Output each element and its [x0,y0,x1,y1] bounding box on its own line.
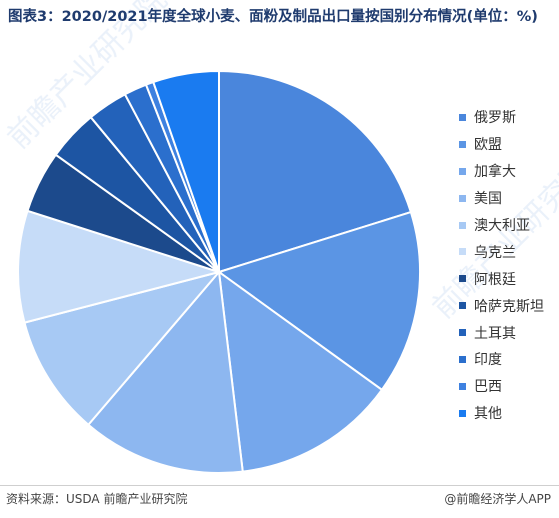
legend-label: 乌克兰 [474,244,516,261]
legend-label: 阿根廷 [474,271,516,288]
legend-swatch [459,221,466,229]
legend-item: 哈萨克斯坦 [459,292,544,319]
legend-item: 其他 [459,400,544,427]
legend-item: 印度 [459,346,544,373]
legend-item: 加拿大 [459,158,544,185]
legend-item: 俄罗斯 [459,104,544,131]
legend-swatch [459,355,466,363]
pie-slice-2 [217,269,384,473]
legend-label: 俄罗斯 [474,110,516,127]
legend-swatch [459,329,466,337]
pie-slices [17,69,421,474]
pie-slice-1 [216,210,421,392]
legend-swatch [459,382,466,390]
footer-divider [0,485,559,486]
legend-swatch [459,409,466,417]
legend-label: 加拿大 [474,164,516,181]
legend-label: 欧盟 [474,137,502,154]
legend-swatch [459,275,466,283]
legend-swatch [459,248,466,256]
pie-slice-0 [218,69,413,274]
legend-label: 哈萨克斯坦 [474,298,544,315]
pie-slice-5 [17,209,223,324]
pie-slice-3 [86,269,244,474]
legend-label: 印度 [474,352,502,369]
legend-swatch [459,140,466,148]
legend-item: 欧盟 [459,131,544,158]
pie-slice-11 [152,69,220,273]
legend-item: 美国 [459,185,544,212]
legend-label: 美国 [474,191,502,208]
legend-item: 澳大利亚 [459,212,544,239]
legend-label: 澳大利亚 [474,218,530,234]
source-note: 资料来源：USDA 前瞻产业研究院 [6,492,188,506]
legend-swatch [459,113,466,121]
legend-swatch [459,167,466,175]
legend-item: 巴西 [459,373,544,400]
legend-item: 阿根廷 [459,265,544,292]
legend-label: 其他 [474,406,502,423]
legend-swatch [459,302,466,310]
credit-note: @前瞻经济学人APP [444,492,551,506]
pie-chart: 前瞻产业研究院 前瞻产业研究院 前瞻产业研究院 [1,0,559,474]
legend-item: 土耳其 [459,319,544,346]
legend-item: 乌克兰 [459,238,544,265]
legend-swatch [459,194,466,202]
legend-label: 土耳其 [474,325,516,342]
legend: 俄罗斯欧盟加拿大美国澳大利亚乌克兰阿根廷哈萨克斯坦土耳其印度巴西其他 [459,104,544,427]
chart-title: 图表3：2020/2021年度全球小麦、面粉及制品出口量按国别分布情况(单位：%… [8,9,538,25]
legend-label: 巴西 [474,379,502,396]
